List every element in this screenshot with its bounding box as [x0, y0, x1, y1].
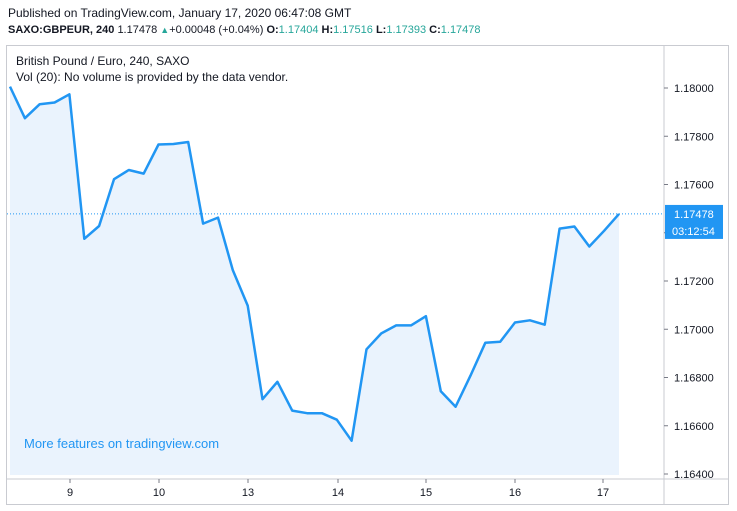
x-tick-label: 17: [597, 487, 609, 499]
data-point-22[interactable]: [335, 418, 339, 422]
data-point-35[interactable]: [528, 318, 532, 322]
quote-line: SAXO:GBPEUR, 240 1.17478 ▲+0.00048 (+0.0…: [8, 24, 481, 36]
data-point-34[interactable]: [513, 320, 517, 324]
data-point-39[interactable]: [587, 245, 591, 249]
chart-header: Published on TradingView.com, January 17…: [6, 0, 731, 42]
data-point-27[interactable]: [409, 323, 413, 327]
data-point-29[interactable]: [439, 389, 443, 393]
x-tick-label: 10: [153, 487, 165, 499]
data-point-19[interactable]: [290, 409, 294, 413]
close-label: C:: [429, 24, 441, 36]
data-point-26[interactable]: [394, 323, 398, 327]
y-tick-label: 1.18000: [674, 83, 714, 95]
data-point-20[interactable]: [305, 411, 309, 415]
area-fill: [10, 86, 619, 475]
price-tag-value: 1.17478: [674, 209, 714, 221]
price-tag-countdown: 03:12:54: [672, 226, 715, 238]
promo-link[interactable]: More features on tradingview.com: [24, 436, 220, 451]
data-point-8[interactable]: [127, 168, 131, 172]
x-tick-label: 14: [332, 487, 344, 499]
plot-area[interactable]: [7, 85, 664, 475]
data-point-38[interactable]: [572, 224, 576, 228]
y-tick-label: 1.17800: [674, 131, 714, 143]
data-point-18[interactable]: [275, 380, 279, 384]
open-label: O:: [266, 24, 279, 36]
x-tick-label: 9: [67, 487, 73, 499]
open-value: 1.17404: [278, 24, 319, 36]
data-point-15[interactable]: [231, 268, 235, 272]
data-point-24[interactable]: [364, 347, 368, 351]
data-point-16[interactable]: [246, 304, 250, 308]
price-tag-bg: [665, 204, 723, 239]
data-point-21[interactable]: [320, 411, 324, 415]
low-label: L:: [375, 24, 387, 36]
data-point-13[interactable]: [201, 222, 205, 226]
data-point-25[interactable]: [379, 331, 383, 335]
up-arrow-icon: ▲: [160, 25, 170, 35]
data-point-28[interactable]: [424, 314, 428, 318]
data-point-31[interactable]: [468, 374, 472, 378]
y-tick-label: 1.17000: [674, 324, 714, 336]
low-value: 1.17393: [386, 24, 427, 36]
chart-legend-title: British Pound / Euro, 240, SAXO: [16, 54, 190, 68]
chart-frame: [6, 45, 729, 505]
data-point-12[interactable]: [186, 140, 190, 144]
price-tag: 1.17478 03:12:54: [665, 204, 723, 239]
y-tick-label: 1.16400: [674, 469, 714, 481]
high-label: H:: [321, 24, 334, 36]
x-tick-label: 16: [509, 487, 521, 499]
data-point-3[interactable]: [53, 100, 57, 104]
published-note: Published on TradingView.com, January 17…: [8, 6, 352, 20]
y-tick-label: 1.16600: [674, 421, 714, 433]
y-tick-label: 1.17600: [674, 180, 714, 192]
last-price: 1.17478: [117, 24, 158, 36]
data-point-17[interactable]: [261, 397, 265, 401]
data-point-1[interactable]: [23, 116, 27, 120]
high-value: 1.17516: [333, 24, 373, 36]
data-point-40[interactable]: [602, 229, 606, 233]
data-point-2[interactable]: [38, 102, 42, 106]
data-point-41[interactable]: [617, 212, 621, 216]
data-point-7[interactable]: [112, 177, 116, 181]
x-tick-label: 15: [420, 487, 432, 499]
data-point-33[interactable]: [498, 340, 502, 344]
data-point-37[interactable]: [558, 227, 562, 231]
data-point-11[interactable]: [171, 142, 175, 146]
series-line: [8, 86, 620, 442]
data-point-32[interactable]: [483, 341, 487, 345]
data-point-5[interactable]: [82, 237, 86, 241]
data-point-9[interactable]: [142, 172, 146, 176]
price-change: +0.00048 (+0.04%): [169, 24, 264, 36]
data-point-36[interactable]: [543, 323, 547, 327]
data-point-4[interactable]: [67, 92, 71, 96]
symbol-label: SAXO:GBPEUR, 240: [8, 24, 115, 36]
data-point-6[interactable]: [97, 224, 101, 228]
x-tick-label: 13: [242, 487, 254, 499]
data-point-14[interactable]: [216, 216, 220, 220]
data-point-30[interactable]: [454, 405, 458, 409]
axes: 1.180001.178001.176001.174001.172001.170…: [7, 46, 729, 505]
volume-note: Vol (20): No volume is provided by the d…: [16, 70, 289, 84]
close-value: 1.17478: [440, 24, 481, 36]
y-tick-label: 1.17200: [674, 276, 714, 288]
data-point-10[interactable]: [157, 142, 161, 146]
y-tick-label: 1.16800: [674, 373, 714, 385]
data-point-23[interactable]: [350, 439, 354, 443]
data-point-0[interactable]: [8, 85, 12, 89]
